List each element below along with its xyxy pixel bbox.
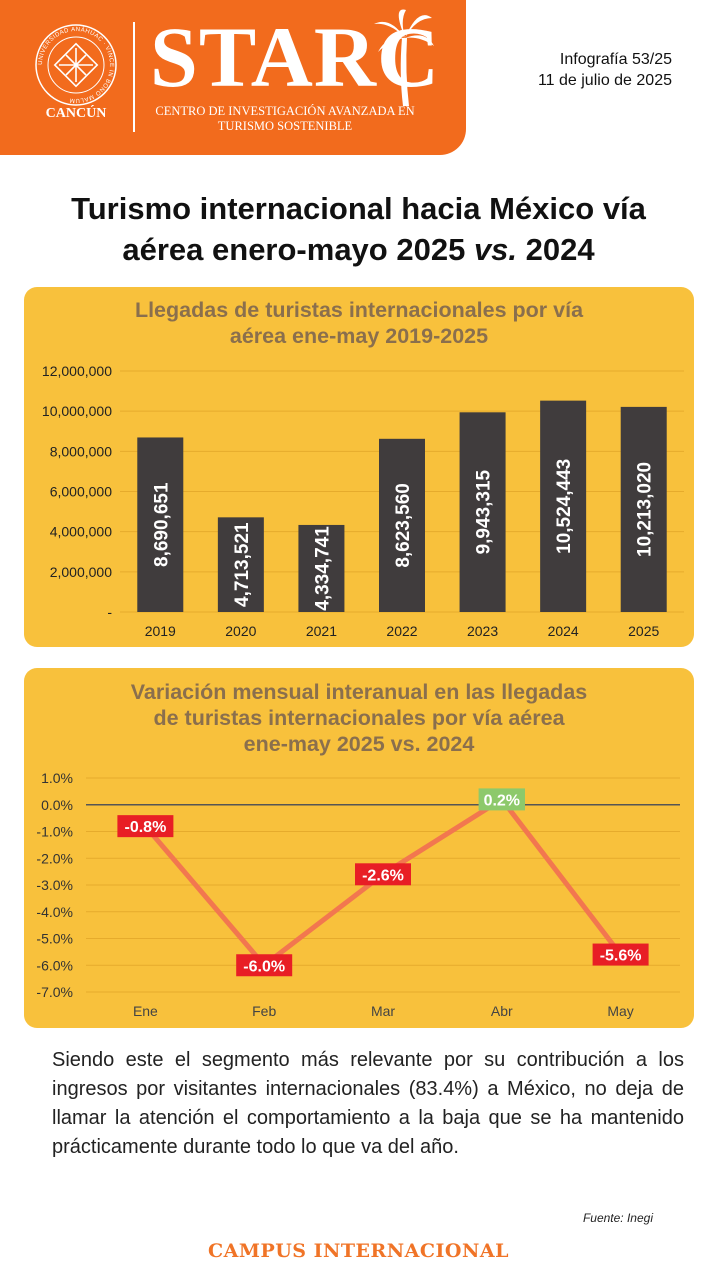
bar-chart-title-line2: aérea ene-may 2019-2025 xyxy=(229,324,489,348)
line-ytick-label: 1.0% xyxy=(41,770,73,786)
header-banner: UNIVERSIDAD ANÁHUAC · VINCE IN BONO MALU… xyxy=(0,0,466,155)
line-data-label-box xyxy=(117,815,174,838)
line-data-label-box xyxy=(478,788,525,811)
line-xtick-label: Mar xyxy=(371,1003,395,1019)
source-note: Fuente: Inegi xyxy=(582,1211,653,1225)
bar xyxy=(540,400,587,612)
bar-data-label: 9,943,315 xyxy=(474,469,495,554)
bar xyxy=(620,406,667,612)
line-chart-title-line2: de turistas internacionales por vía aére… xyxy=(153,706,565,730)
page-title-line2-c: 2024 xyxy=(517,232,595,267)
bar-xtick-label: 2021 xyxy=(306,623,337,639)
line-data-label-box xyxy=(592,943,649,966)
page-title-line1: Turismo internacional hacia México vía xyxy=(71,191,646,226)
bar-data-label: 10,524,443 xyxy=(554,459,575,554)
bar-chart: - 2,000,000 4,000,000 6,000,000 8,000,000 10,… xyxy=(42,363,684,639)
bar-ytick-label: 6,000,000 xyxy=(50,484,112,500)
line-data-label-box xyxy=(236,954,293,977)
campus-name: CANCÚN xyxy=(45,106,107,121)
infographic-meta: Infografía 53/25 11 de julio de 2025 xyxy=(538,49,672,91)
palm-tree-icon xyxy=(374,9,434,106)
summary-paragraph: Siendo este el segmento más relevante po… xyxy=(52,1049,684,1158)
line-data-label: -6.0% xyxy=(243,958,285,975)
bar-xtick-label: 2025 xyxy=(628,623,659,639)
infographic-number: Infografía 53/25 xyxy=(559,51,672,68)
line-xtick-label: Abr xyxy=(491,1003,513,1019)
bar xyxy=(379,438,425,612)
bar-xtick-label: 2022 xyxy=(386,623,417,639)
line-ytick-label: -7.0% xyxy=(36,984,73,1000)
line-xtick-label: Ene xyxy=(133,1003,158,1019)
line-chart-title-line1: Variación mensual interanual en las lleg… xyxy=(130,680,588,704)
bar-xtick-label: 2020 xyxy=(225,623,256,639)
footer-campus: CAMPUS INTERNACIONAL xyxy=(208,1240,509,1262)
bar-data-label: 8,623,560 xyxy=(393,483,414,568)
brand-subtitle: CENTRO DE INVESTIGACIÓN AVANZADA EN TURI… xyxy=(150,104,420,134)
line-ytick-label: -6.0% xyxy=(36,957,73,973)
line-data-label: -2.6% xyxy=(362,867,404,884)
bar-ytick-label: - xyxy=(107,604,112,620)
page-title-vs: vs. xyxy=(473,232,518,267)
bar-ytick-label: 10,000,000 xyxy=(42,403,112,419)
bar-data-label: 10,213,020 xyxy=(635,462,656,557)
university-seal-logo: UNIVERSIDAD ANÁHUAC · VINCE IN BONO MALU… xyxy=(35,24,117,106)
line-data-label: 0.2% xyxy=(484,792,520,809)
bar xyxy=(137,437,184,612)
bar-xtick-label: 2024 xyxy=(548,623,579,639)
line-data-label-box xyxy=(355,863,411,886)
line-chart: 1.0% 0.0% -1.0% -2.0% -3.0% -4.0% -5.0% -6.0% -7… xyxy=(36,770,680,1019)
line-ytick-label: -5.0% xyxy=(36,931,73,947)
bar-chart-title: Llegadas de turistas internacionales por… xyxy=(24,297,694,349)
page-title: Turismo internacional hacia México vía a… xyxy=(20,188,697,270)
bar-ytick-label: 8,000,000 xyxy=(50,443,112,459)
brand-subtitle-line1: CENTRO DE INVESTIGACIÓN AVANZADA EN xyxy=(155,104,415,118)
line-data-label: -0.8% xyxy=(125,819,167,836)
bar-data-label: 4,713,521 xyxy=(232,522,253,607)
page-title-line2-a: aérea enero-mayo 2025 xyxy=(122,232,474,267)
line-ytick-label: -1.0% xyxy=(36,824,73,840)
bar xyxy=(217,517,264,612)
bar-xtick-label: 2023 xyxy=(467,623,498,639)
bar-data-label: 4,334,741 xyxy=(312,526,333,611)
page-title-line2: aérea enero-mayo 2025 vs. 2024 xyxy=(20,229,697,270)
bar-chart-title-line1: Llegadas de turistas internacionales por… xyxy=(134,298,584,322)
line-ytick-label: -2.0% xyxy=(36,850,73,866)
bar-ytick-label: 2,000,000 xyxy=(50,564,112,580)
line-ytick-label: -4.0% xyxy=(36,904,73,920)
line-data-label: -5.6% xyxy=(600,948,642,965)
bar-ytick-label: 12,000,000 xyxy=(42,363,112,379)
line-xtick-label: Feb xyxy=(252,1003,276,1019)
line-chart-title-line3: ene-may 2025 vs. 2024 xyxy=(243,732,475,756)
brand-subtitle-line2: TURISMO SOSTENIBLE xyxy=(217,119,353,133)
line-ytick-label: -3.0% xyxy=(36,877,73,893)
bar-ytick-label: 4,000,000 xyxy=(50,524,112,540)
bar xyxy=(298,524,345,612)
line-chart-panel: Variación mensual interanual en las lleg… xyxy=(24,668,694,1028)
header-divider xyxy=(133,22,135,132)
line-chart-title: Variación mensual interanual en las lleg… xyxy=(24,679,694,757)
bar-xtick-label: 2019 xyxy=(145,623,176,639)
line-ytick-label: 0.0% xyxy=(41,797,73,813)
bar xyxy=(459,412,506,612)
infographic-date: 11 de julio de 2025 xyxy=(537,72,672,89)
line-xtick-label: May xyxy=(607,1003,633,1019)
bar-data-label: 8,690,651 xyxy=(151,482,172,567)
bar-chart-panel: Llegadas de turistas internacionales por… xyxy=(24,287,694,647)
